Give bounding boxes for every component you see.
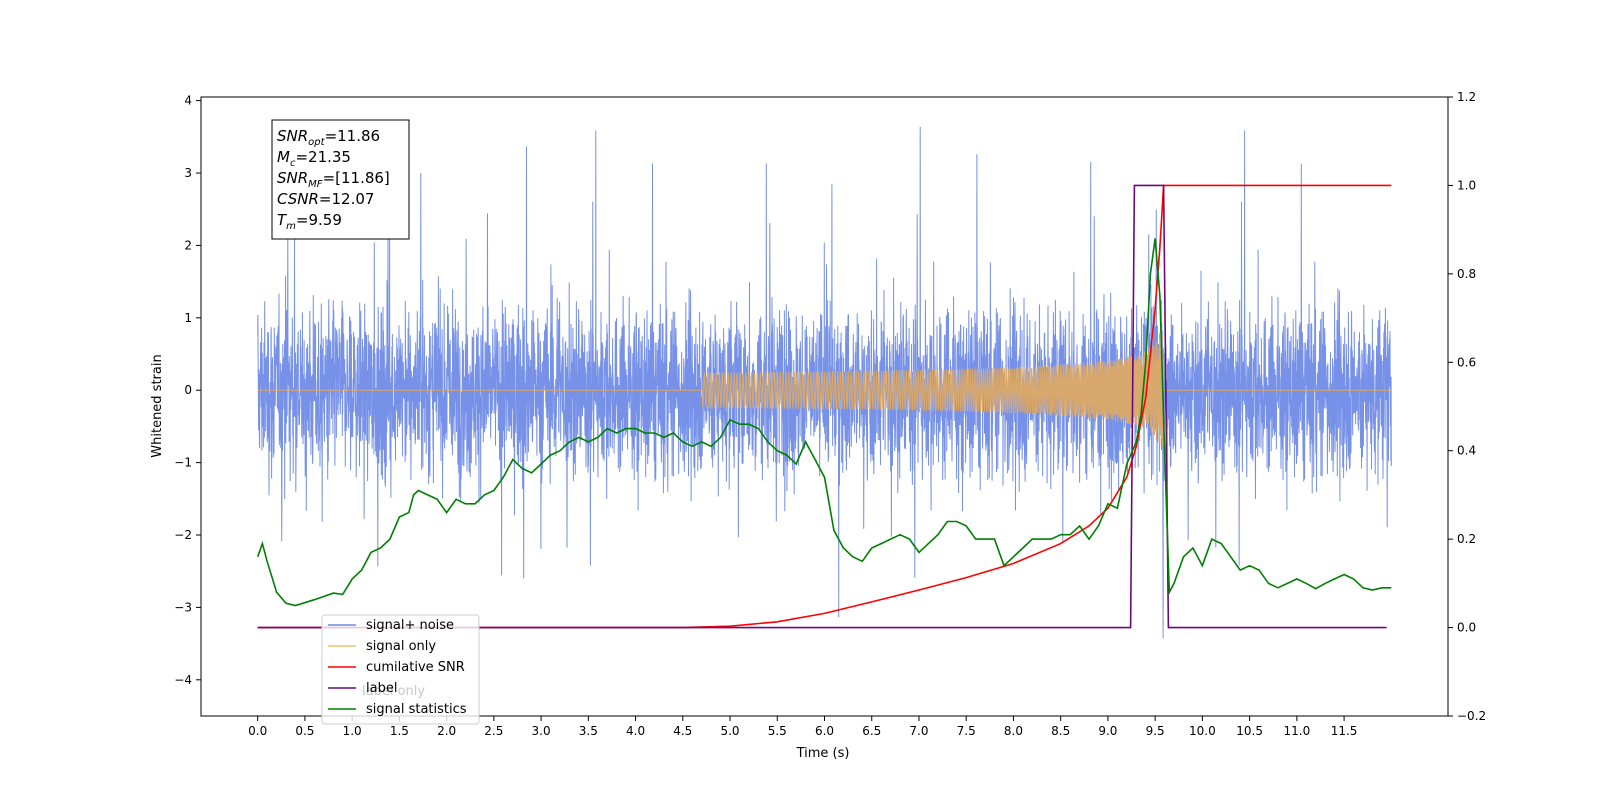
left-y-axis-ticks: 4 3 2 1 0 −1 −2 −3 −4 (174, 94, 201, 687)
y-right-tick-label: 1.2 (1457, 90, 1476, 104)
label-series (257, 184, 1387, 629)
x-tick-label: 11.0 (1283, 724, 1310, 738)
x-tick-label: 0.5 (295, 724, 314, 738)
annotation-line: Tm=9.59 (277, 211, 342, 232)
x-tick-label: 2.5 (484, 724, 503, 738)
right-y-axis-ticks: 1.2 1.0 0.8 0.6 0.4 0.2 0.0 −0.2 (1448, 90, 1486, 723)
legend-ghost-text: label only (362, 684, 425, 699)
x-tick-label: 9.5 (1146, 724, 1165, 738)
legend-frame (321, 614, 480, 725)
y-right-tick-label: 0.0 (1457, 621, 1476, 635)
x-tick-label: 5.5 (768, 724, 787, 738)
legend-label: cumilative SNR (366, 660, 465, 675)
x-tick-label: 1.5 (390, 724, 409, 738)
y-right-tick-label: 0.2 (1457, 532, 1476, 546)
x-tick-label: 6.0 (815, 724, 834, 738)
x-tick-label: 5.0 (720, 724, 739, 738)
x-axis-label: Time (s) (796, 746, 850, 761)
legend-label: signal+ noise (366, 618, 454, 633)
x-tick-label: 6.5 (862, 724, 881, 738)
x-tick-label: 11.5 (1331, 724, 1358, 738)
x-tick-label: 7.5 (957, 724, 976, 738)
legend-label: signal statistics (366, 702, 467, 717)
plot-area (256, 126, 1392, 639)
annotation-line: CSNR=12.07 (277, 190, 374, 208)
y-left-tick-label: 0 (184, 383, 192, 397)
legend-label: signal only (366, 639, 436, 654)
annotation-line: SNRopt=11.86 (277, 127, 380, 148)
annotation-line: Mc=21.35 (277, 148, 351, 169)
annotation-line: SNRMF=[11.86] (277, 169, 390, 190)
x-tick-label: 9.0 (1098, 724, 1117, 738)
x-tick-label: 10.5 (1236, 724, 1263, 738)
signal-plus-noise-series (257, 126, 1392, 639)
y-left-tick-label: 1 (184, 311, 192, 325)
x-tick-label: 8.0 (1004, 724, 1023, 738)
legend-label: label (366, 681, 397, 696)
y-right-tick-label: 0.6 (1457, 355, 1476, 369)
x-tick-label: 4.5 (673, 724, 692, 738)
y-right-tick-label: 1.0 (1457, 178, 1476, 192)
y-left-tick-label: 2 (184, 238, 192, 252)
x-tick-label: 8.5 (1051, 724, 1070, 738)
cumulative-snr-series (257, 184, 1392, 629)
legend: label only signal+ noise signal only cumil… (321, 614, 480, 725)
x-tick-label: 2.0 (437, 724, 456, 738)
y-right-tick-label: 0.4 (1457, 444, 1476, 458)
y-axis-label: Whitened strain (150, 354, 165, 457)
x-tick-label: 4.0 (626, 724, 645, 738)
signal-only-series (257, 326, 1392, 447)
x-tick-label: 7.0 (909, 724, 928, 738)
y-right-tick-label: −0.2 (1457, 709, 1486, 723)
annotation-frame (271, 119, 410, 240)
y-left-tick-label: −3 (174, 600, 192, 614)
annotation-box: SNRopt=11.86Mc=21.35SNRMF=[11.86]CSNR=12… (271, 119, 410, 240)
y-left-tick-label: 4 (184, 94, 192, 108)
x-tick-label: 1.0 (343, 724, 362, 738)
x-axis-ticks: 0.0 0.5 1.0 1.5 2.0 2.5 3.0 3.5 4.0 4.5 5.0 5.5 6.0 6… (248, 716, 1357, 738)
y-left-tick-label: −4 (174, 673, 192, 687)
x-tick-label: 3.5 (579, 724, 598, 738)
y-left-tick-label: −2 (174, 528, 192, 542)
y-right-tick-label: 0.8 (1457, 267, 1476, 281)
y-left-tick-label: 3 (184, 166, 192, 180)
signal-statistics-series (256, 238, 1392, 607)
x-tick-label: 3.0 (532, 724, 551, 738)
y-left-tick-label: −1 (174, 456, 192, 470)
x-tick-label: 10.0 (1189, 724, 1216, 738)
x-tick-label: 0.0 (248, 724, 267, 738)
